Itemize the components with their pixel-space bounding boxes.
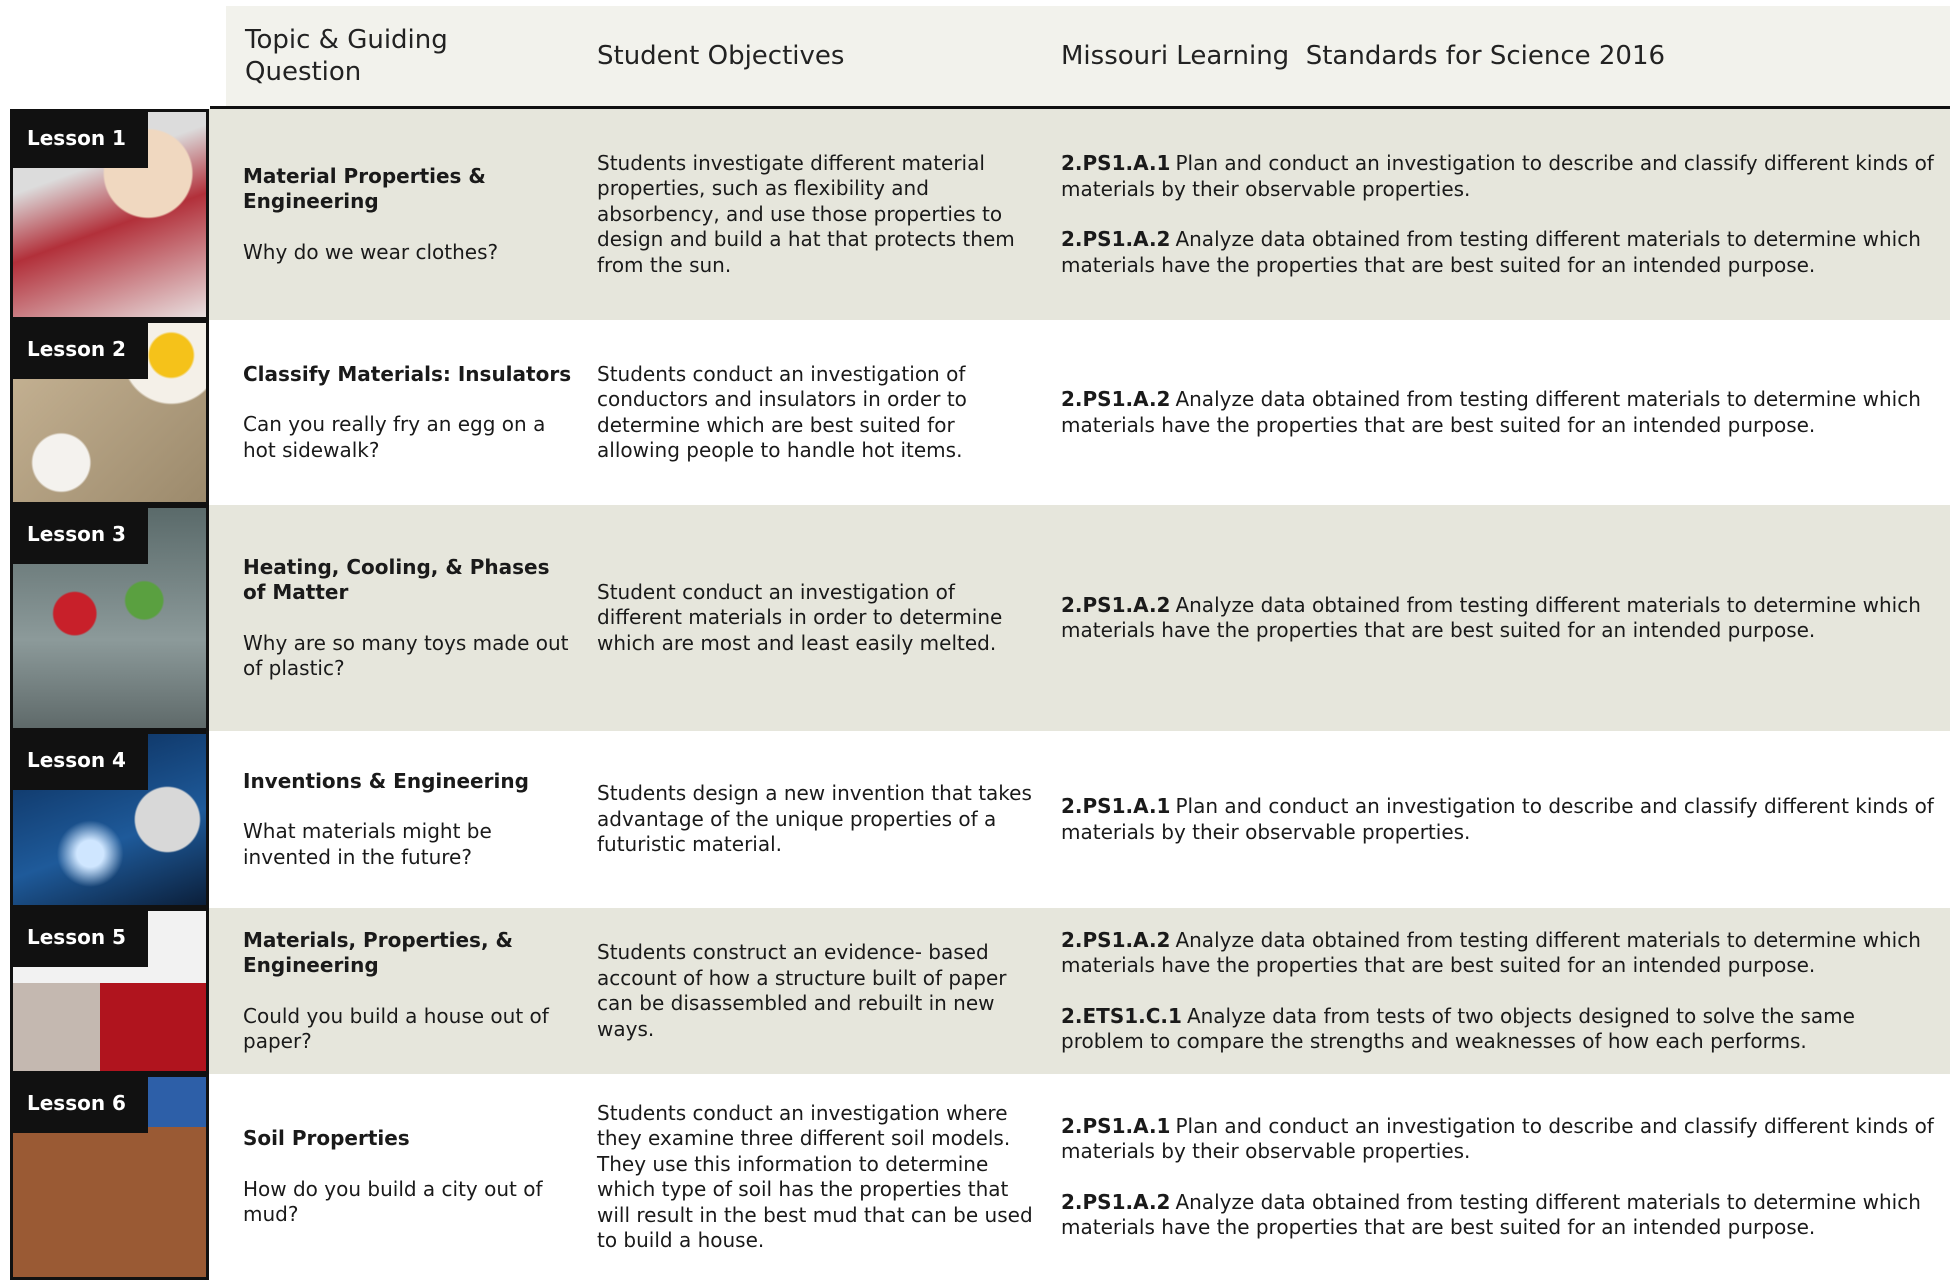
objective-text: Student conduct an investigation of diff… — [597, 579, 1003, 655]
topic-cell: Inventions & Engineering What materials m… — [243, 731, 573, 908]
objective-text: Students construct an evidence- based ac… — [597, 940, 1007, 1041]
lesson-label: Lesson 3 — [13, 508, 148, 564]
standard: 2.PS1.A.1 Plan and conduct an investigati… — [1061, 151, 1941, 202]
lesson-label: Lesson 2 — [13, 323, 148, 379]
header: Topic & Guiding Question Student Objecti… — [226, 6, 1950, 106]
standard: 2.PS1.A.1 Plan and conduct an investigati… — [1061, 1114, 1941, 1165]
guiding-question: Can you really fry an egg on a hot sidew… — [243, 412, 546, 462]
standard-text: Analyze data from tests of two objects d… — [1061, 1003, 1855, 1054]
lesson-photo: Lesson 4 — [10, 731, 209, 908]
lesson-photo: Lesson 5 — [10, 908, 209, 1074]
standards-cell: 2.PS1.A.1 Plan and conduct an investigati… — [1061, 109, 1941, 320]
standards-cell: 2.PS1.A.2 Analyze data obtained from test… — [1061, 320, 1941, 505]
lesson-label: Lesson 1 — [13, 112, 148, 168]
guiding-question: How do you build a city out of mud? — [243, 1176, 543, 1227]
topic-cell: Soil Properties How do you build a city o… — [243, 1074, 573, 1280]
objective-text: Students investigate different material … — [597, 150, 1015, 277]
column-header: Topic & Guiding Question — [245, 25, 448, 87]
lesson-photo: Lesson 6 — [10, 1074, 209, 1280]
standard: 2.PS1.A.1 Plan and conduct an investigati… — [1061, 794, 1941, 845]
lesson-label: Lesson 5 — [13, 911, 148, 967]
topic-title: Classify Materials: Insulators — [243, 361, 572, 386]
lesson-label: Lesson 4 — [13, 734, 148, 790]
lesson-photo: Lesson 3 — [10, 505, 209, 731]
row-background — [209, 505, 1950, 731]
lesson-photo: Lesson 2 — [10, 320, 209, 505]
standard-code: 2.PS1.A.2 — [1061, 927, 1171, 952]
lesson-row: Lesson 2 Classify Materials: Insulators Ca… — [0, 320, 1950, 505]
topic-title: Material Properties & Engineering — [243, 163, 486, 214]
objectives-cell: Students conduct an investigation of con… — [597, 320, 1037, 505]
objectives-cell: Student conduct an investigation of diff… — [597, 505, 1037, 731]
objectives-cell: Students conduct an investigation where … — [597, 1074, 1037, 1280]
standards-cell: 2.PS1.A.1 Plan and conduct an investigati… — [1061, 731, 1941, 908]
lesson-row: Lesson 3 Heating, Cooling, & Phases of Ma… — [0, 505, 1950, 731]
standards-cell: 2.PS1.A.1 Plan and conduct an investigati… — [1061, 1074, 1941, 1280]
standard-text: Analyze data obtained from testing diffe… — [1061, 387, 1921, 437]
row-background — [209, 109, 1950, 320]
standard-text: Plan and conduct an investigation to des… — [1061, 1113, 1934, 1164]
standard: 2.PS1.A.2 Analyze data obtained from test… — [1061, 593, 1941, 644]
objective-text: Students conduct an investigation where … — [597, 1100, 1033, 1253]
topic-cell: Material Properties & Engineering Why do … — [243, 109, 573, 320]
standard-code: 2.PS1.A.1 — [1061, 151, 1171, 175]
objectives-cell: Students design a new invention that tak… — [597, 731, 1037, 908]
objectives-cell: Students investigate different material … — [597, 109, 1037, 320]
lesson-photo: Lesson 1 — [10, 109, 209, 320]
standard-code: 2.PS1.A.2 — [1061, 227, 1171, 251]
topic-cell: Heating, Cooling, & Phases of Matter Why … — [243, 505, 573, 731]
standard: 2.ETS1.C.1 Analyze data from tests of two… — [1061, 1004, 1941, 1055]
standard-code: 2.ETS1.C.1 — [1061, 1003, 1182, 1028]
standard-code: 2.PS1.A.2 — [1061, 387, 1171, 411]
topic-title: Soil Properties — [243, 1126, 410, 1151]
guiding-question: Could you build a house out of paper? — [243, 1003, 549, 1054]
standard-text: Plan and conduct an investigation to des… — [1061, 794, 1934, 844]
topic-cell: Materials, Properties, & Engineering Coul… — [243, 908, 573, 1074]
row-background — [209, 908, 1950, 1074]
lesson-row: Lesson 4 Inventions & Engineering What mat… — [0, 731, 1950, 908]
column-header: Missouri Learning Standards for Science … — [1061, 41, 1666, 71]
standard-text: Analyze data obtained from testing diffe… — [1061, 927, 1921, 978]
guiding-question: Why do we wear clothes? — [243, 239, 499, 264]
standard-code: 2.PS1.A.1 — [1061, 1113, 1171, 1138]
topic-title: Inventions & Engineering — [243, 768, 529, 793]
topic-cell: Classify Materials: Insulators Can you re… — [243, 320, 573, 505]
topic-title: Heating, Cooling, & Phases of Matter — [243, 554, 550, 605]
lesson-row: Lesson 5 Materials, Properties, & Enginee… — [0, 908, 1950, 1074]
objective-text: Students design a new invention that tak… — [597, 781, 1032, 857]
column-header: Student Objectives — [597, 41, 845, 71]
guiding-question: What materials might be invented in the … — [243, 819, 492, 869]
topic-title: Materials, Properties, & Engineering — [243, 927, 513, 978]
standard: 2.PS1.A.2 Analyze data obtained from test… — [1061, 227, 1941, 278]
guiding-question: Why are so many toys made out of plastic… — [243, 630, 569, 681]
standard: 2.PS1.A.2 Analyze data obtained from test… — [1061, 387, 1941, 438]
standard-text: Analyze data obtained from testing diffe… — [1061, 227, 1921, 277]
lesson-label: Lesson 6 — [13, 1077, 148, 1133]
standard: 2.PS1.A.2 Analyze data obtained from test… — [1061, 928, 1941, 979]
lesson-row: Lesson 1 Material Properties & Engineerin… — [0, 109, 1950, 320]
standard-code: 2.PS1.A.2 — [1061, 1189, 1171, 1214]
standard-text: Analyze data obtained from testing diffe… — [1061, 1189, 1921, 1240]
standard-code: 2.PS1.A.1 — [1061, 794, 1171, 818]
objectives-cell: Students construct an evidence- based ac… — [597, 908, 1037, 1074]
standard-text: Plan and conduct an investigation to des… — [1061, 151, 1934, 201]
standards-cell: 2.PS1.A.2 Analyze data obtained from test… — [1061, 505, 1941, 731]
standard: 2.PS1.A.2 Analyze data obtained from test… — [1061, 1190, 1941, 1241]
objective-text: Students conduct an investigation of con… — [597, 361, 967, 463]
standard-code: 2.PS1.A.2 — [1061, 592, 1171, 617]
lesson-row: Lesson 6 Soil Properties How do you build … — [0, 1074, 1950, 1280]
standards-cell: 2.PS1.A.2 Analyze data obtained from test… — [1061, 908, 1941, 1074]
header-rule — [210, 106, 1950, 109]
standard-text: Analyze data obtained from testing diffe… — [1061, 592, 1921, 643]
